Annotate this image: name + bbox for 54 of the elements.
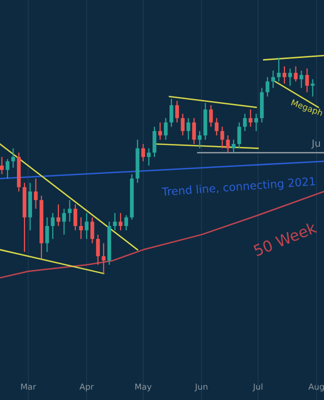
x-tick-label: Jul <box>252 383 262 392</box>
candlestick <box>232 139 236 154</box>
x-tick-label: Jun <box>194 384 208 392</box>
candlestick <box>96 234 100 266</box>
candlestick <box>288 68 292 86</box>
candlestick <box>84 212 89 240</box>
candlestick <box>56 204 60 227</box>
candlestick <box>102 242 106 274</box>
candlestick <box>170 98 174 128</box>
candlestick <box>266 76 270 98</box>
candlestick <box>6 158 10 180</box>
candlestick <box>300 70 304 88</box>
candlestick <box>34 178 38 210</box>
candlestick <box>50 212 55 240</box>
candlestick <box>192 118 196 145</box>
candlestick <box>310 78 315 98</box>
candlestick <box>243 113 247 132</box>
candlestick <box>62 208 66 236</box>
candlestick <box>141 143 146 162</box>
candlestick <box>186 118 190 140</box>
candlestick <box>282 66 286 84</box>
candlestick <box>164 118 168 140</box>
annotation: Trend line, connecting 2021 <box>162 176 316 198</box>
x-tick-label: Aug <box>308 384 324 392</box>
candlestick <box>175 100 179 123</box>
candlestick <box>73 204 78 231</box>
candlestick <box>237 122 242 149</box>
candlestick <box>226 134 230 154</box>
candlestick <box>294 66 298 82</box>
candlestick <box>45 216 49 252</box>
x-tick-label: May <box>135 384 152 392</box>
annotation: Ju <box>311 140 320 149</box>
candlestick <box>124 214 128 231</box>
candlestick <box>180 113 185 136</box>
candlestick <box>248 108 252 128</box>
candlestick <box>146 148 151 166</box>
x-tick-label: Apr <box>80 384 94 392</box>
candlestick <box>79 216 83 240</box>
annotation: 50 Week <box>252 221 318 256</box>
candlestick <box>214 118 219 136</box>
candlestick <box>118 212 122 231</box>
candlestick <box>254 113 258 132</box>
candlestick <box>90 216 94 244</box>
candlestick <box>11 148 16 168</box>
candlestick <box>220 126 224 149</box>
candlestick <box>209 104 213 128</box>
candlestick <box>152 126 156 158</box>
candlestick <box>158 122 162 140</box>
candlestick <box>68 200 72 222</box>
candlestick <box>0 156 4 175</box>
candlestick <box>113 212 117 231</box>
candlestick <box>305 68 309 93</box>
candlestick <box>271 70 276 88</box>
x-tick-label: Mar <box>21 384 36 390</box>
